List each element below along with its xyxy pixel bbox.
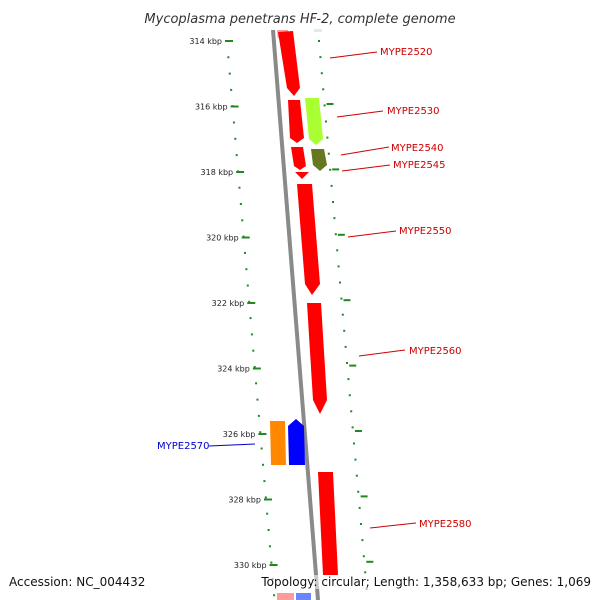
- outer-track: [318, 40, 374, 590]
- callout-MYPE2580: [369, 522, 417, 529]
- callout-MYPE2560: [358, 349, 406, 357]
- gene-small-red-arrow: [295, 172, 309, 179]
- gene-MYPE2545-b[interactable]: [291, 147, 306, 170]
- tick-label: 314 kbp: [189, 37, 222, 46]
- gene-MYPE2540[interactable]: [311, 149, 327, 171]
- genome-summary-footer: Topology: circular; Length: 1,358,633 bp…: [261, 575, 591, 589]
- tick-label: 316 kbp: [195, 103, 228, 112]
- tick-label: 318 kbp: [201, 168, 234, 177]
- callout-MYPE2570: [208, 443, 256, 447]
- label-MYPE2540: MYPE2540: [391, 143, 444, 154]
- label-MYPE2545: MYPE2545: [393, 160, 446, 171]
- tick-label: 324 kbp: [217, 365, 250, 374]
- label-MYPE2560: MYPE2560: [409, 346, 462, 357]
- gene-MYPE2560[interactable]: [307, 303, 327, 414]
- tick-label: 328 kbp: [228, 496, 261, 505]
- scale-track: 314 kbp 316 kbp 318 kbp 320 kbp 322 kbp 324 k…: [189, 37, 278, 597]
- gene-MYPE2520[interactable]: [278, 31, 300, 96]
- tick-label: 326 kbp: [223, 430, 256, 439]
- callout-MYPE2550: [347, 230, 397, 238]
- label-MYPE2580: MYPE2580: [419, 519, 472, 530]
- gene-MYPE2570-orange[interactable]: [270, 421, 286, 465]
- callout-MYPE2545: [341, 164, 391, 172]
- gene-MYPE2545[interactable]: [288, 100, 304, 143]
- label-MYPE2570: MYPE2570: [157, 441, 210, 452]
- bottom-gene-fragment-red: [277, 593, 294, 600]
- accession-footer: Accession: NC_004432: [9, 575, 146, 589]
- tick-label: 322 kbp: [212, 299, 245, 308]
- top-gene-fragment-light: [314, 29, 322, 32]
- tick-label: 330 kbp: [234, 561, 267, 570]
- label-MYPE2520: MYPE2520: [380, 47, 433, 58]
- map-title: Mycoplasma penetrans HF-2, complete geno…: [144, 12, 455, 27]
- gene-MYPE2570[interactable]: [288, 419, 305, 465]
- bottom-gene-fragment-blue: [296, 593, 311, 600]
- callout-MYPE2540: [340, 146, 390, 156]
- label-MYPE2550: MYPE2550: [399, 226, 452, 237]
- label-MYPE2530: MYPE2530: [387, 106, 440, 117]
- tick-label: 320 kbp: [206, 234, 239, 243]
- gene-MYPE2550[interactable]: [297, 184, 320, 295]
- callout-MYPE2520: [329, 51, 378, 59]
- callout-MYPE2530: [336, 110, 384, 118]
- genome-backbone-line: [271, 29, 320, 600]
- gene-MYPE2580[interactable]: [318, 472, 338, 575]
- gene-MYPE2530[interactable]: [305, 98, 323, 145]
